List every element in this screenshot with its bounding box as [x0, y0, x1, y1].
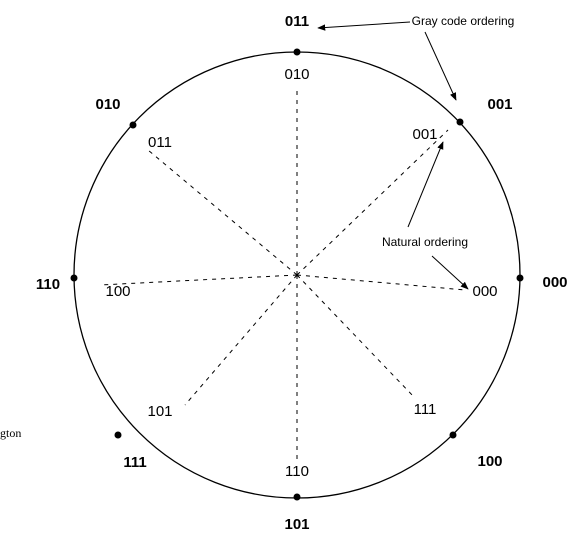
dashed-line [296, 274, 416, 399]
inner-label: 011 [148, 134, 172, 151]
outer-label: 100 [477, 453, 502, 470]
outer-label: 101 [284, 516, 309, 533]
arrow [431, 255, 469, 290]
outer-label: 111 [123, 454, 146, 471]
dashed-line [296, 129, 449, 276]
inner-label: 010 [284, 66, 309, 83]
dot [456, 118, 464, 126]
inner-label: 000 [472, 283, 497, 300]
dot [129, 121, 137, 129]
gray-annotation: Gray code ordering [412, 14, 515, 28]
layer: 011 010 001 001 000 000 100 111 101 110 111 101 110 1… [36, 13, 568, 533]
outer-label: 000 [542, 274, 567, 291]
inner-label: 100 [105, 283, 130, 300]
outer-label: 011 [285, 13, 309, 30]
dot [114, 431, 122, 439]
outer-label: 010 [95, 96, 120, 113]
outer-label: 110 [36, 276, 60, 293]
dashed-line [147, 149, 298, 276]
dot [449, 431, 457, 439]
dashed-line [99, 274, 298, 286]
dot [293, 48, 301, 56]
dashed-line [184, 274, 298, 406]
natural-annotation: Natural ordering [382, 235, 468, 249]
inner-label: 110 [285, 463, 309, 480]
arrow [407, 141, 444, 228]
dot [516, 274, 524, 282]
side-text: gton [0, 426, 21, 440]
dot [70, 274, 78, 282]
outer-label: 001 [487, 96, 512, 113]
inner-label: 111 [414, 401, 437, 418]
dot [293, 493, 301, 501]
inner-label: 001 [412, 126, 437, 143]
arrow [317, 21, 411, 31]
inner-label: 101 [147, 403, 172, 420]
arrow [424, 31, 457, 101]
dashed-line [296, 274, 466, 291]
